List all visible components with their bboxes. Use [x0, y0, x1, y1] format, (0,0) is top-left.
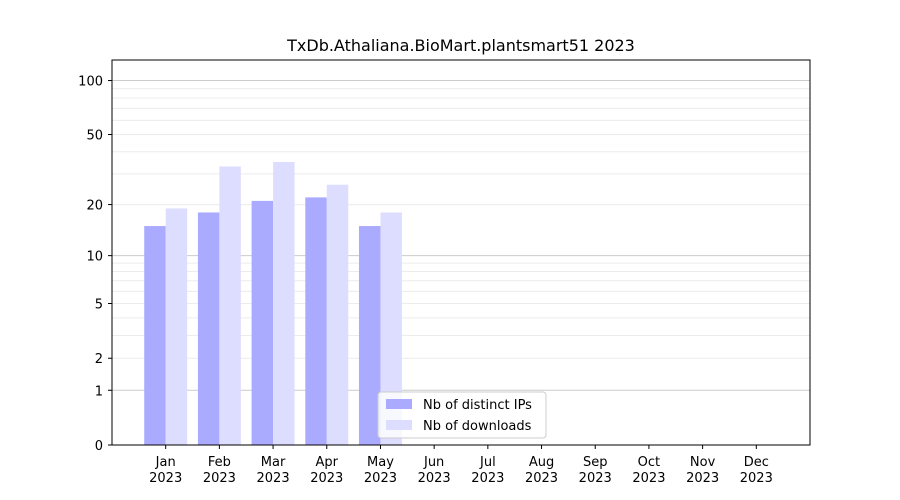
legend: Nb of distinct IPs Nb of downloads — [377, 391, 547, 439]
x-tick-label-month: Aug — [529, 455, 554, 470]
bar-distinct-ips-jan — [144, 226, 166, 445]
chart-title: TxDb.Athaliana.BioMart.plantsmart51 2023 — [286, 36, 635, 55]
y-tick-label: 10 — [86, 250, 103, 265]
x-tick-label-year: 2023 — [203, 471, 236, 486]
x-tick-label-year: 2023 — [471, 471, 504, 486]
y-axis: 0 1 2 5 10 20 50 100 — [78, 75, 112, 454]
x-tick-label-month: Sep — [583, 455, 608, 470]
y-tick-label: 2 — [95, 352, 103, 367]
x-tick-label-month: Apr — [316, 455, 339, 470]
bar-distinct-ips-mar — [251, 200, 274, 445]
bar-distinct-ips-may — [358, 226, 381, 445]
bars — [144, 162, 402, 445]
bar-downloads-jan — [165, 208, 188, 445]
bar-downloads-apr — [326, 184, 349, 445]
x-tick-label-month: May — [367, 455, 394, 470]
x-tick-label-month: Dec — [744, 455, 769, 470]
y-tick-label: 0 — [95, 439, 103, 454]
bar-downloads-feb — [219, 166, 241, 445]
x-tick-label-year: 2023 — [149, 471, 182, 486]
y-tick-label: 20 — [86, 199, 103, 214]
x-tick-label-month: Jul — [479, 455, 496, 470]
x-tick-label-month: Feb — [208, 455, 231, 470]
y-tick-label: 50 — [86, 128, 103, 143]
x-tick-label-year: 2023 — [310, 471, 343, 486]
y-tick-label: 5 — [95, 298, 103, 313]
bar-distinct-ips-feb — [197, 212, 220, 445]
bar-distinct-ips-apr — [305, 197, 327, 445]
x-tick-label-month: Oct — [638, 455, 660, 470]
legend-swatch-distinct-ips — [386, 399, 412, 409]
x-tick-label-month: Mar — [261, 455, 286, 470]
x-tick-label-year: 2023 — [418, 471, 451, 486]
x-axis: Jan2023Feb2023Mar2023Apr2023May2023Jun20… — [149, 445, 773, 486]
x-tick-label-month: Jun — [423, 455, 444, 470]
bar-downloads-mar — [273, 162, 295, 445]
legend-label-downloads: Nb of downloads — [423, 419, 532, 434]
plot-frame — [111, 59, 811, 446]
x-tick-label-month: Jan — [155, 455, 176, 470]
x-tick-label-year: 2023 — [686, 471, 719, 486]
x-tick-label-month: Nov — [690, 455, 716, 470]
x-tick-label-year: 2023 — [364, 471, 397, 486]
x-tick-label-year: 2023 — [740, 471, 773, 486]
legend-swatch-downloads — [386, 420, 412, 430]
y-tick-label: 100 — [78, 75, 103, 90]
legend-label-distinct-ips: Nb of distinct IPs — [423, 398, 532, 413]
x-tick-label-year: 2023 — [579, 471, 612, 486]
x-tick-label-year: 2023 — [257, 471, 290, 486]
bar-downloads-may — [380, 212, 402, 445]
legend-box — [377, 391, 547, 439]
y-tick-label: 1 — [95, 384, 103, 399]
x-tick-label-year: 2023 — [525, 471, 558, 486]
x-tick-label-year: 2023 — [632, 471, 665, 486]
